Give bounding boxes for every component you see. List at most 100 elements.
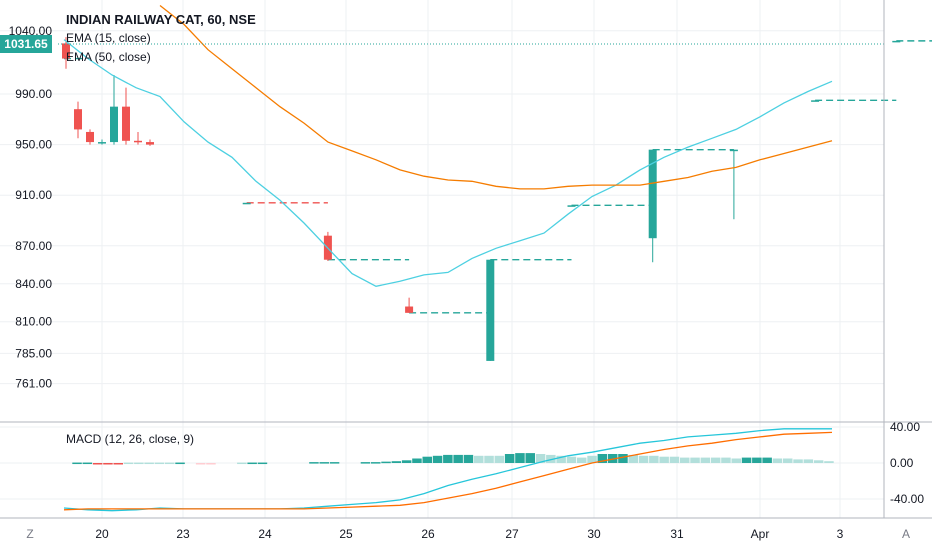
macd-hist-bar [381,461,391,464]
time-tick-label: 25 [339,527,353,541]
ema15-line [63,39,833,287]
macd-hist-bar [515,453,525,463]
macd-hist-bar [134,462,144,465]
time-tick-label: 20 [95,527,109,541]
macd-hist-bar [762,457,772,463]
macd-hist-bar [401,460,412,463]
ema-lines [63,4,833,287]
macd-hist-bar [319,462,329,464]
macd-legend[interactable]: MACD (12, 26, close, 9) [66,432,194,446]
price-step-lines [64,40,932,314]
macd-hist-bar [422,456,432,463]
macd-hist-bar [175,462,185,465]
candle-body [242,202,251,205]
macd-hist-bar [710,457,721,463]
macd-hist-bar [731,458,741,463]
macd-hist-bar [494,455,505,463]
price-tick-label: 870.00 [15,239,52,253]
macd-hist-bar [690,457,700,463]
candle-body [74,109,82,130]
macd-hist-bar [247,462,257,465]
price-tick-label: 761.00 [15,377,52,391]
macd-hist-bar [329,462,340,464]
macd-hist-bar [813,460,824,463]
macd-hist-bar [525,453,535,463]
macd-histogram [72,453,834,465]
time-tick-label: 23 [176,527,190,541]
grid-lines [0,0,884,518]
macd-hist-bar [649,455,659,463]
macd-hist-bar [309,462,319,464]
ema50-legend[interactable]: EMA (50, close) [66,50,151,64]
symbol-title[interactable]: INDIAN RAILWAY CAT, 60, NSE [66,12,256,27]
macd-hist-bar [432,455,443,463]
price-tag: 1031.65 [4,37,48,51]
macd-tick-label: 0.00 [890,456,914,470]
price-tick-label: 950.00 [15,138,52,152]
macd-hist-bar [484,455,494,463]
candle-body [110,106,118,143]
time-axis-labels[interactable]: 20 23 24 25 26 27 30 31 Apr 3 [95,527,843,541]
macd-hist-bar [783,458,793,463]
candle-body [98,142,106,144]
macd-hist-bar [82,462,93,465]
macd-tick-label: 40.00 [890,420,920,434]
macd-hist-bar [257,462,268,465]
macd-hist-bar [72,462,82,465]
price-tick-label: 910.00 [15,188,52,202]
macd-hist-bar [113,463,123,465]
time-tick-label: 27 [505,527,519,541]
macd-hist-bar [165,462,175,465]
price-tick-label: 840.00 [15,277,52,291]
macd-hist-bar [628,454,638,463]
macd-hist-bar [618,454,628,463]
macd-hist-bar [741,457,752,463]
price-tick-label: 1040.00 [9,24,53,38]
candle-body [648,149,657,239]
candle-body [405,306,414,313]
macd-hist-bar [360,462,371,464]
candle-body [122,106,130,141]
macd-hist-bar [535,454,546,463]
macd-hist-bar [504,454,515,463]
price-axis-labels[interactable]: 1040.00 990.00 950.00 910.00 870.00 840.00 810… [9,24,53,391]
macd-hist-bar [669,456,680,463]
time-tick-label: 24 [258,527,272,541]
time-tick-label: 31 [670,527,684,541]
macd-hist-bar [463,454,474,463]
macd-hist-bar [453,454,463,463]
candle-body [134,140,142,143]
macd-hist-bar [391,461,402,463]
ema15-legend[interactable]: EMA (15, close) [66,31,151,45]
time-tick-label: 30 [587,527,601,541]
macd-hist-bar [793,459,803,463]
price-tick-label: 810.00 [15,315,52,329]
macd-hist-bar [412,458,422,463]
macd-hist-bar [443,454,453,463]
macd-hist-bar [597,454,608,463]
timezone-button[interactable]: Z [26,527,33,541]
macd-hist-bar [144,462,154,465]
candle-body [486,259,495,361]
macd-axis-labels[interactable]: 40.00 0.00 -40.00 [890,420,924,506]
signal-line [63,431,833,511]
time-tick-label: Apr [751,527,770,541]
macd-hist-bar [721,457,731,463]
price-tick-label: 785.00 [15,346,52,360]
candle-body [86,131,94,143]
macd-hist-bar [587,455,597,463]
macd-hist-bar [474,455,484,463]
macd-hist-bar [700,457,711,463]
macd-hist-bar [638,455,649,463]
time-tick-label: 3 [837,527,844,541]
time-tick-label: 26 [421,527,435,541]
candle-body [811,100,820,102]
macd-hist-bar [154,462,165,465]
macd-hist-bar [546,454,556,463]
ema50-line [159,4,833,190]
macd-hist-bar [824,461,834,463]
auto-scale-button[interactable]: A [902,527,910,541]
